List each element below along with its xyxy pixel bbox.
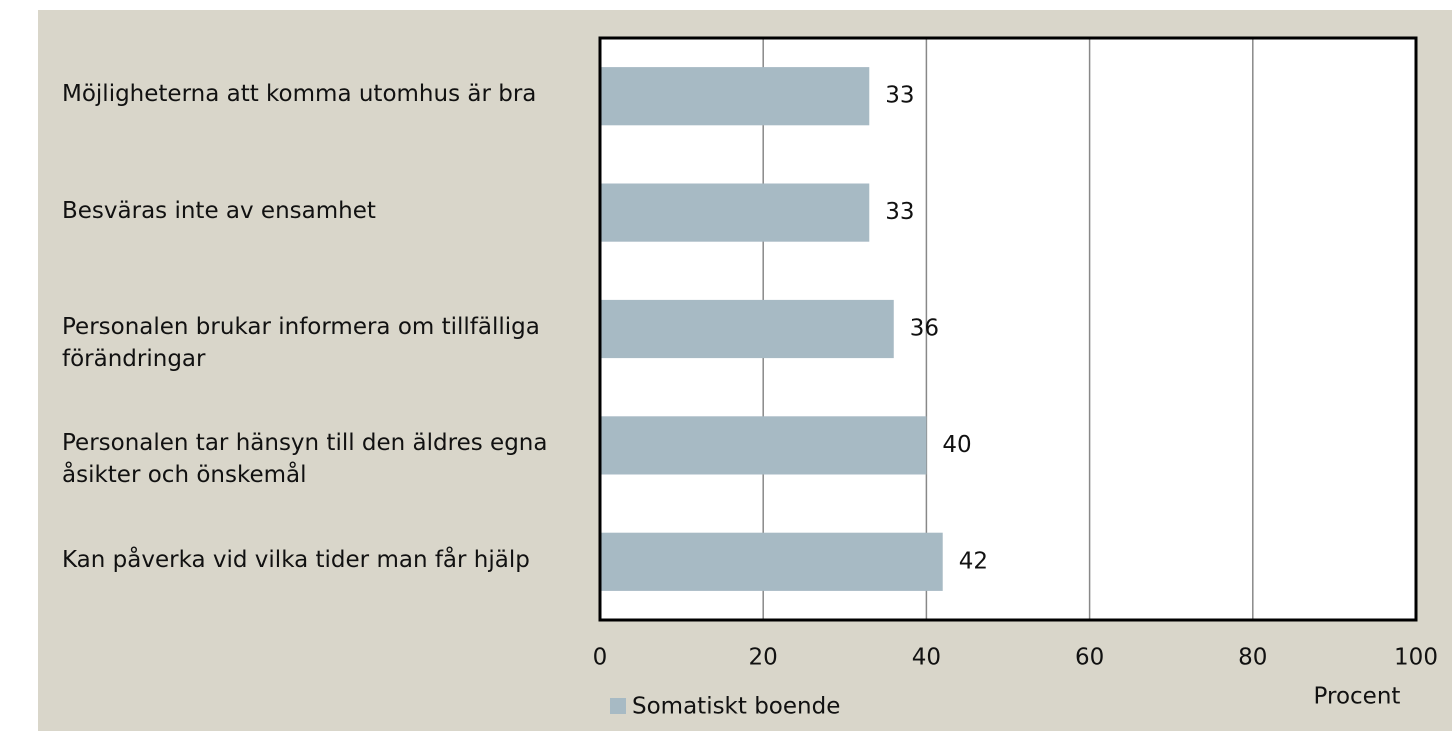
bar: [600, 416, 927, 475]
data-label: 36: [910, 316, 939, 342]
x-tick-label: 0: [593, 645, 608, 671]
data-label: 33: [885, 199, 914, 225]
legend-swatch: [610, 698, 626, 714]
x-tick-label: 100: [1394, 645, 1438, 671]
y-tick-label: Personalen brukar informera om tillfälli…: [62, 314, 540, 372]
bar: [600, 67, 870, 126]
bar: [600, 183, 870, 242]
data-label: 40: [942, 432, 971, 458]
x-axis-label: Procent: [1314, 684, 1401, 710]
legend-label: Somatiskt boende: [632, 694, 840, 720]
data-label: 33: [885, 83, 914, 109]
x-tick-label: 60: [1075, 645, 1104, 671]
x-tick-label: 40: [912, 645, 941, 671]
y-tick-label: Kan påverka vid vilka tider man får hjäl…: [62, 546, 530, 573]
x-tick-label: 80: [1238, 645, 1267, 671]
data-label: 42: [959, 548, 988, 574]
y-tick-label: Möjligheterna att komma utomhus är bra: [62, 81, 537, 108]
x-tick-label: 20: [749, 645, 778, 671]
bar: [600, 532, 943, 591]
y-tick-label: Besväras inte av ensamhet: [62, 197, 376, 224]
y-tick-label: Personalen tar hänsyn till den äldres eg…: [62, 430, 548, 489]
plot-border: [598, 36, 1418, 622]
bar: [600, 299, 894, 359]
